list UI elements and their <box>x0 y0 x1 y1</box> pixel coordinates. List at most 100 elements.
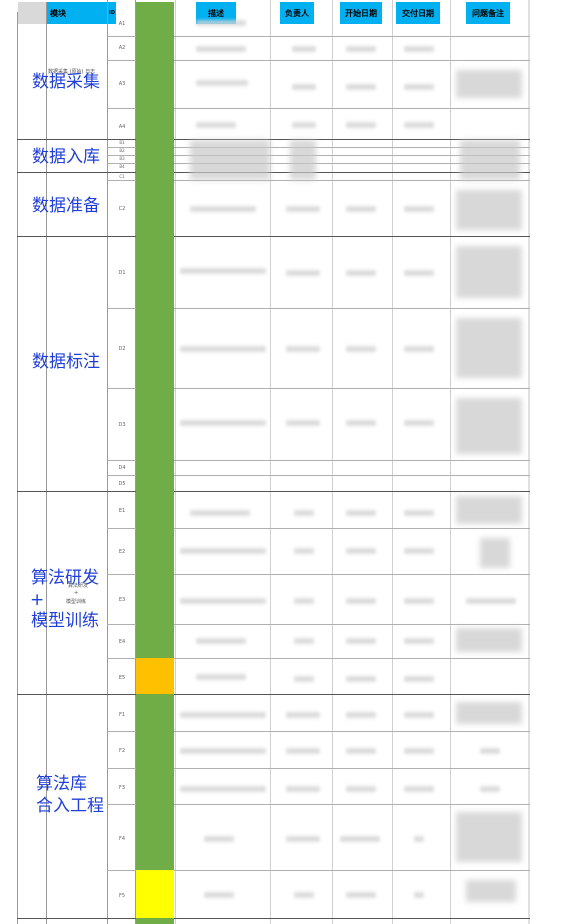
row-id: B4 <box>119 164 125 169</box>
row-divider <box>107 36 530 37</box>
blurred-cell <box>346 206 376 212</box>
status-cell-done[interactable] <box>136 918 174 924</box>
blurred-cell <box>286 346 320 352</box>
row-id: E4 <box>118 639 126 645</box>
row-divider <box>107 624 530 625</box>
row-id: B1 <box>119 140 125 145</box>
status-cell-done[interactable] <box>136 2 174 658</box>
module-label-algo-research: 算法研发 <box>31 568 99 588</box>
blurred-block <box>456 246 522 298</box>
row-divider <box>107 308 530 309</box>
blurred-cell <box>286 786 320 792</box>
header-description[interactable]: 描述 <box>196 2 236 24</box>
blurred-cell <box>404 676 434 682</box>
row-id: D5 <box>118 481 126 487</box>
blurred-cell <box>286 420 320 426</box>
submodule-label: 数据采集 (原始) 日志 <box>48 69 96 75</box>
module-label-engineering-merge: 合入工程 <box>36 796 104 816</box>
header-notes[interactable]: 问题备注 <box>466 2 510 24</box>
blurred-cell <box>286 206 320 212</box>
blurred-cell <box>404 712 434 718</box>
row-divider <box>107 528 530 529</box>
blurred-cell <box>480 748 500 754</box>
blurred-block <box>456 812 522 862</box>
blurred-cell <box>286 836 320 842</box>
blurred-cell <box>196 20 246 26</box>
grid-line <box>107 0 108 924</box>
blurred-cell <box>346 638 376 644</box>
blurred-cell <box>190 206 256 212</box>
blurred-cell <box>404 598 434 604</box>
row-divider <box>107 180 530 181</box>
blurred-cell <box>414 836 424 842</box>
blurred-cell <box>292 122 316 128</box>
blurred-cell <box>286 712 320 718</box>
header-due-date[interactable]: 交付日期 <box>396 2 440 24</box>
module-label-data-ingest: 数据入库 <box>32 147 100 167</box>
grid-line <box>450 0 451 924</box>
blurred-cell <box>340 836 380 842</box>
blurred-block <box>456 496 522 524</box>
row-divider <box>107 388 530 389</box>
row-id: E2 <box>118 549 126 555</box>
grid-line <box>332 0 333 924</box>
blurred-cell <box>294 638 314 644</box>
blurred-cell <box>294 676 314 682</box>
blurred-cell <box>404 84 434 90</box>
blurred-cell <box>480 786 500 792</box>
row-id: F1 <box>118 712 126 718</box>
blurred-cell <box>466 598 516 604</box>
blurred-cell <box>180 346 266 352</box>
blurred-cell <box>346 346 376 352</box>
blurred-cell <box>346 46 376 52</box>
blurred-cell <box>346 786 376 792</box>
header-id[interactable]: ID <box>108 2 116 24</box>
status-cell-warning[interactable] <box>136 658 174 694</box>
blurred-cell <box>346 892 376 898</box>
module-label-algo-library: 算法库 <box>36 774 87 794</box>
blurred-cell <box>346 270 376 276</box>
row-id: A4 <box>118 124 126 130</box>
blurred-cell <box>404 206 434 212</box>
row-divider <box>107 804 530 805</box>
blurred-cell <box>404 420 434 426</box>
blurred-block <box>190 140 270 180</box>
row-id: D3 <box>118 422 126 428</box>
blurred-cell <box>180 420 266 426</box>
blurred-cell <box>404 638 434 644</box>
row-id: D1 <box>118 270 126 276</box>
row-id: E1 <box>118 508 126 514</box>
status-cell-pending[interactable] <box>136 870 174 918</box>
blurred-cell <box>346 548 376 554</box>
blurred-cell <box>404 510 434 516</box>
header-module[interactable]: 模块 <box>47 2 107 24</box>
blurred-cell <box>286 748 320 754</box>
blurred-cell <box>404 748 434 754</box>
blurred-cell <box>180 598 266 604</box>
row-id: E3 <box>118 597 126 603</box>
blurred-cell <box>346 510 376 516</box>
blurred-cell <box>294 598 314 604</box>
row-divider <box>107 163 530 164</box>
blurred-block <box>460 140 520 180</box>
blurred-block <box>290 140 316 180</box>
row-id: F5 <box>118 893 126 899</box>
spreadsheet: 模块 ID 状态 描述 负责人 开始日期 交付日期 问题备注 <box>17 0 530 924</box>
header-start-date[interactable]: 开始日期 <box>340 2 382 24</box>
row-divider <box>107 574 530 575</box>
header-owner[interactable]: 负责人 <box>280 2 314 24</box>
blurred-cell <box>180 712 266 718</box>
blurred-cell <box>294 510 314 516</box>
status-cell-done[interactable] <box>136 694 174 870</box>
blurred-cell <box>404 270 434 276</box>
grid-line <box>135 0 136 924</box>
row-id: D4 <box>118 465 126 471</box>
blurred-cell <box>190 510 250 516</box>
group-divider <box>17 918 530 919</box>
row-id: C1 <box>119 174 125 179</box>
blurred-cell <box>346 748 376 754</box>
row-id: C2 <box>118 206 126 212</box>
blurred-cell <box>292 84 316 90</box>
blurred-cell <box>346 122 376 128</box>
row-id: E5 <box>118 675 126 681</box>
